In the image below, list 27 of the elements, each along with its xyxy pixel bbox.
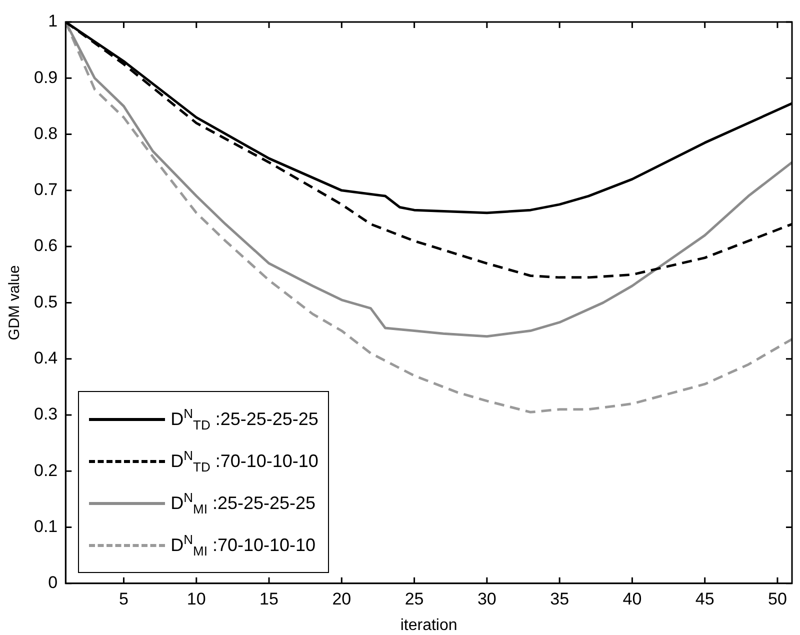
x-tick-label: 50 [768, 589, 787, 608]
y-tick-label: 0 [48, 573, 58, 592]
x-tick-label: 15 [260, 589, 278, 608]
x-tick-label: 10 [186, 589, 206, 608]
x-tick-label: 5 [119, 589, 128, 608]
legend-label: D$^{N}$$_{TD}$ :25-25-25-25 [170, 406, 318, 433]
legend-label: D$^{N}$$_{MI}$ :70-10-10-10 [170, 532, 316, 559]
x-tick-label: 35 [550, 589, 570, 608]
y-tick-label: 0.1 [34, 516, 58, 536]
y-tick-label: 0.3 [34, 404, 58, 424]
legend-label: D$^{N}$$_{MI}$ :25-25-25-25 [170, 490, 316, 517]
y-tick-label: 0.9 [34, 68, 58, 87]
x-tick-label: 45 [695, 589, 714, 608]
y-axis-title: GDM value [6, 265, 24, 340]
y-tick-label: 1 [48, 12, 58, 31]
x-tick-label: 30 [477, 589, 496, 608]
y-tick-label: 0.4 [34, 348, 58, 368]
y-tick-label: 0.5 [34, 292, 58, 312]
x-tick-label: 40 [622, 589, 642, 608]
x-axis-title: iteration [400, 616, 458, 634]
x-tick-label: 20 [332, 589, 352, 608]
y-tick-label: 0.6 [34, 236, 58, 256]
y-tick-label: 0.8 [34, 124, 58, 143]
y-tick-label: 0.7 [34, 180, 58, 200]
legend-label: D$^{N}$$_{TD}$ :70-10-10-10 [170, 448, 318, 475]
x-tick-label: 25 [404, 589, 424, 608]
y-tick-label: 0.2 [34, 460, 58, 480]
